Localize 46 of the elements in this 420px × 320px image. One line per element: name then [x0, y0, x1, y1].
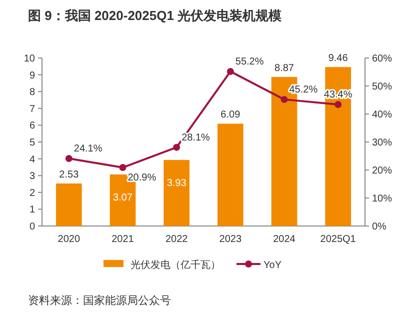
y-tick-label: 0	[29, 222, 36, 232]
y2-tick-label: 40%	[372, 110, 392, 120]
point	[226, 68, 234, 75]
y2-tick-label: 50%	[372, 82, 392, 92]
data-label: 24.1%	[74, 144, 102, 155]
data-label: 9.46	[328, 53, 348, 64]
bar	[217, 124, 244, 226]
y-tick-label: 3	[29, 171, 36, 182]
bar	[56, 183, 82, 226]
legend-label: 光伏发电（亿千瓦）	[130, 259, 220, 271]
y2-tick-label: 30%	[372, 138, 392, 148]
chart-title: 图 9：我国 2020-2025Q1 光伏发电装机规模	[28, 8, 282, 23]
x-tick-label: 2025Q1	[320, 234, 356, 245]
data-label: 3.93	[166, 178, 187, 189]
y-tick-label: 10	[24, 54, 36, 64]
text: 资料来源：国家能源局公众号	[28, 294, 171, 307]
x-tick-label: 2022	[165, 234, 188, 245]
bar	[164, 160, 190, 226]
y-tick-label: 6	[29, 120, 36, 132]
point	[173, 144, 180, 151]
point	[280, 96, 288, 103]
y-tick-label: 8	[29, 87, 36, 98]
y2-tick-label: 20%	[372, 166, 392, 176]
y-tick-label: 9	[29, 70, 36, 82]
y2-tick-label: 10%	[372, 194, 392, 204]
bar	[325, 67, 352, 226]
data-label: 2.53	[59, 169, 80, 180]
point	[334, 100, 342, 108]
y-tick-label: 5	[29, 138, 36, 148]
data-label: 3.07	[113, 192, 133, 204]
x-tick-label: 2021	[112, 234, 134, 245]
point	[119, 164, 126, 171]
y-tick-label: 7	[29, 104, 36, 115]
y2-tick-label: 0%	[372, 222, 387, 232]
x-tick-label: 2023	[219, 234, 242, 245]
data-label: 6.09	[220, 110, 241, 121]
point	[65, 155, 72, 162]
data-label: 8.87	[274, 62, 294, 74]
legend-label: YoY	[264, 260, 282, 271]
y-tick-label: 1	[29, 204, 36, 216]
data-label: 55.2%	[235, 56, 264, 68]
y2-tick-label: 60%	[372, 54, 392, 64]
x-tick-label: 2024	[273, 234, 296, 245]
y-tick-label: 2	[29, 188, 36, 199]
y-tick-label: 4	[29, 154, 36, 166]
x-tick-label: 2020	[58, 234, 80, 245]
